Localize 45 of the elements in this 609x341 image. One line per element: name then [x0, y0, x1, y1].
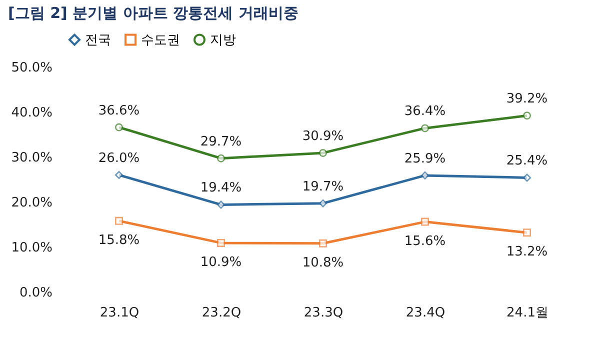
point	[114, 216, 124, 225]
legend-label: 전국	[85, 32, 111, 48]
legend-label: 수도권	[141, 32, 180, 48]
data-label: 15.8%	[98, 232, 140, 248]
data-label: 19.7%	[302, 179, 344, 194]
data-label: 26.0%	[98, 151, 140, 166]
data-label: 13.2%	[506, 244, 548, 260]
point	[318, 239, 328, 248]
x-tick-label: 23.2Q	[202, 306, 242, 320]
point	[318, 148, 328, 157]
x-tick-label: 23.4Q	[406, 306, 446, 320]
data-label: 36.4%	[404, 104, 446, 120]
x-tick-label: 23.3Q	[304, 306, 344, 320]
data-label: 15.6%	[404, 234, 446, 249]
y-tick-label: 0.0%	[19, 286, 52, 300]
y-tick-label: 10.0%	[11, 240, 52, 256]
chart-title: [그림 2] 분기별 아파트 깡통전세 거래비중	[8, 4, 298, 22]
point	[420, 124, 430, 132]
point	[522, 112, 532, 120]
x-tick-label: 23.1Q	[100, 306, 140, 320]
y-tick-label: 20.0%	[11, 196, 52, 210]
x-tick-label: 24.1월	[506, 306, 548, 320]
legend-label: 지방	[210, 32, 236, 48]
data-label: 25.4%	[506, 154, 548, 169]
point	[420, 218, 430, 226]
y-tick-label: 40.0%	[11, 106, 52, 120]
data-label: 39.2%	[506, 92, 548, 107]
point	[216, 200, 226, 209]
y-tick-label: 30.0%	[11, 150, 52, 166]
data-label: 10.9%	[200, 254, 242, 270]
point	[420, 171, 430, 180]
point	[318, 199, 328, 208]
data-label: 19.4%	[200, 180, 242, 196]
data-label: 29.7%	[200, 134, 242, 150]
point	[114, 123, 124, 132]
point	[522, 228, 532, 237]
data-label: 25.9%	[404, 151, 446, 166]
data-label: 36.6%	[98, 103, 140, 118]
point	[522, 174, 532, 182]
y-tick-label: 50.0%	[11, 60, 52, 76]
point	[216, 154, 226, 162]
data-label: 10.8%	[302, 255, 344, 270]
point	[216, 238, 226, 247]
point	[114, 170, 124, 180]
data-label: 30.9%	[302, 128, 344, 144]
